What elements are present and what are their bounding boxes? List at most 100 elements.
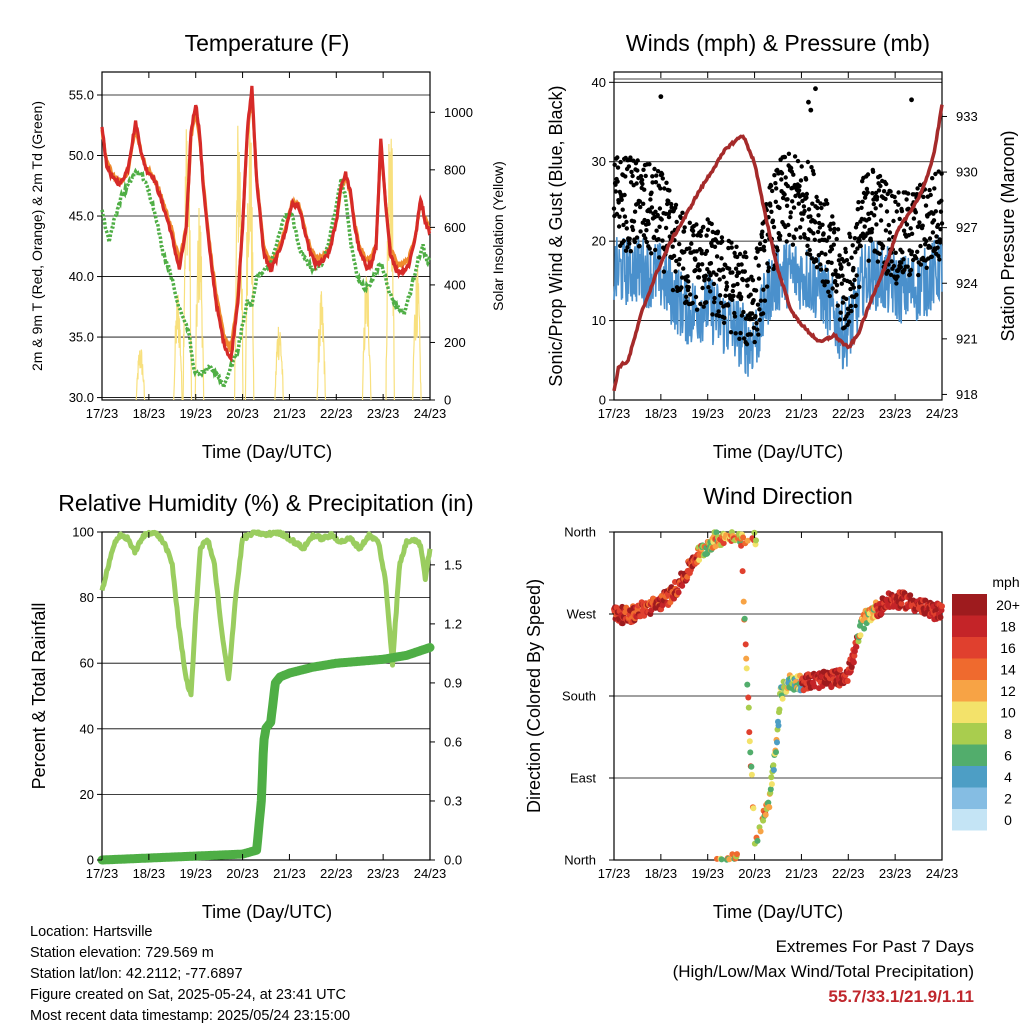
gust-point [895, 274, 900, 279]
gust-point [815, 198, 820, 204]
direction-point [753, 537, 759, 544]
gust-point [874, 222, 879, 227]
y-tick-label-right: 921 [956, 331, 978, 346]
gust-point [654, 173, 659, 178]
gust-point [768, 203, 773, 208]
gust-point [788, 165, 794, 171]
x-tick-label: 24/23 [926, 406, 959, 421]
legend-label: 0 [1004, 812, 1012, 828]
gust-point [731, 283, 737, 288]
gust-point [617, 214, 622, 219]
gust-point [800, 192, 806, 198]
gust-point [876, 188, 882, 193]
y-tick-label-right: 0.3 [444, 793, 462, 808]
winds-gridlines [614, 78, 942, 401]
gust-point [735, 281, 740, 287]
temperature-xlabel: Time (Day/UTC) [202, 442, 332, 462]
legend-swatch [952, 680, 987, 702]
gust-point [811, 231, 816, 236]
gust-point [771, 224, 777, 230]
gust-point [732, 310, 737, 316]
gust-point [686, 279, 691, 284]
gust-point [725, 303, 731, 308]
gust-point [840, 300, 846, 305]
direction-point [747, 749, 754, 756]
gust-point [808, 214, 813, 219]
gust-point [907, 272, 913, 277]
gust-point [664, 180, 669, 185]
gust-point [761, 244, 766, 249]
gust-point [892, 194, 897, 200]
gust-point [834, 283, 840, 288]
gust-point [766, 268, 771, 274]
gust-point [753, 314, 758, 319]
gust-point [904, 222, 910, 227]
gust-point [734, 273, 739, 279]
gust-point [814, 194, 819, 200]
gust-point [814, 258, 819, 263]
direction-point [837, 666, 843, 673]
legend-swatch [952, 766, 987, 788]
gust-point [809, 256, 815, 261]
y-tick-label-right: 1.2 [444, 616, 462, 631]
gust-point [723, 293, 728, 298]
gust-point [751, 325, 757, 330]
gust-point [642, 187, 647, 192]
gust-point [623, 248, 629, 253]
gust-point [680, 275, 685, 280]
gust-point [649, 205, 655, 210]
x-tick-label: 23/23 [367, 866, 400, 881]
gust-point [933, 209, 938, 214]
solar-ylabel: Solar Insolation (Yellow) [490, 161, 506, 311]
gust-point [865, 190, 870, 195]
winds-right-ticks: 918 921 924 927 930 933 [942, 109, 978, 402]
gust-point [802, 208, 807, 214]
pressure-ylabel: Station Pressure (Maroon) [998, 130, 1018, 341]
gust-point [613, 189, 618, 194]
direction-point [898, 600, 905, 607]
gust-point [933, 171, 938, 177]
y-tick-label-right: 933 [956, 109, 978, 124]
gust-point [628, 180, 634, 185]
gust-point [819, 250, 824, 255]
gust-point [705, 217, 710, 222]
gust-point [709, 221, 714, 227]
gust-point [718, 300, 724, 306]
winds-left-ticks: 0 10 20 30 40 [592, 75, 614, 408]
gust-point [900, 250, 905, 255]
y-tick-label: 40 [80, 721, 94, 736]
gust-point [717, 293, 723, 298]
gust-point [622, 192, 627, 198]
gust-point [849, 255, 854, 260]
direction-point [768, 781, 775, 788]
gust-point [734, 244, 739, 249]
humidity-right-ticks: 0.0 0.3 0.6 0.9 1.2 1.5 [430, 557, 462, 868]
winds-title: Winds (mph) & Pressure (mb) [626, 30, 930, 56]
gust-point [807, 247, 812, 253]
x-tick-label: 19/23 [179, 406, 212, 421]
gust-point [854, 292, 859, 297]
temperature-2m-line [100, 85, 432, 363]
gust-point [639, 177, 645, 183]
direction-point [779, 695, 786, 702]
gust-point [880, 243, 886, 249]
gust-point [628, 155, 633, 160]
gust-point [728, 330, 734, 335]
gust-point [669, 201, 674, 207]
gust-point [717, 277, 722, 282]
humidity-plot-frame [101, 531, 431, 861]
gust-point [817, 220, 822, 226]
gust-point [826, 289, 831, 294]
gust-point [782, 154, 788, 160]
gust-point [830, 286, 835, 291]
gust-point [693, 294, 699, 300]
gust-point [909, 97, 914, 103]
gust-point [624, 219, 629, 225]
gust-point [810, 201, 815, 206]
direction-point [770, 767, 777, 773]
direction-point [746, 729, 753, 736]
gust-point [687, 246, 692, 251]
legend-swatch [952, 744, 987, 766]
solar-spike [412, 267, 422, 401]
gust-point [775, 248, 780, 253]
